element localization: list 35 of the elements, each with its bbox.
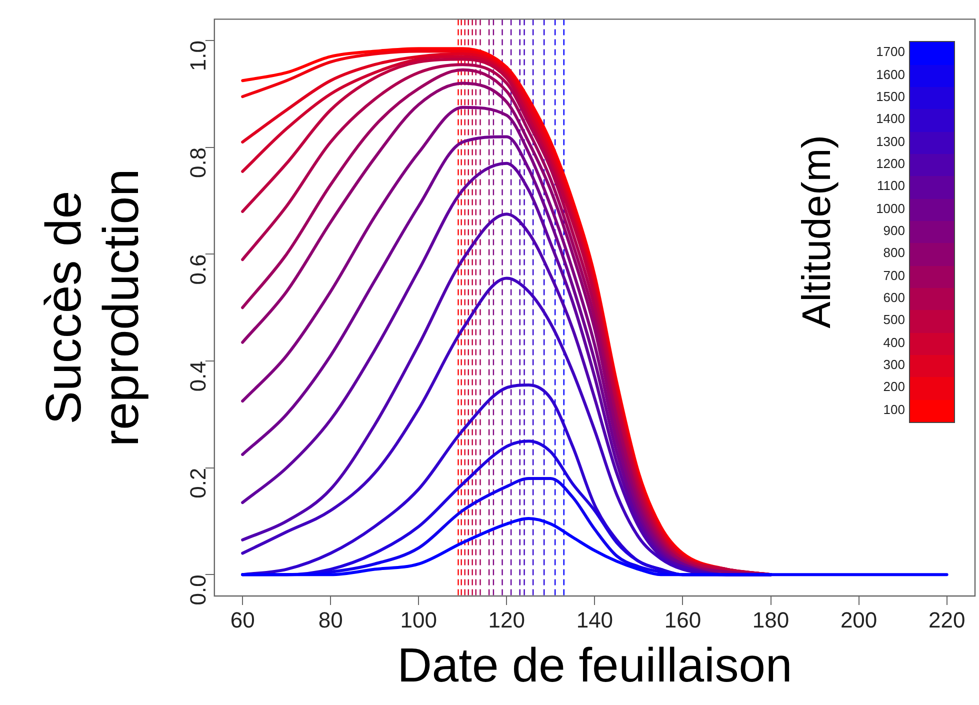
y-tick-label: 0.2	[185, 468, 210, 498]
legend-label: 1300	[875, 132, 905, 151]
legend-title: Altitude(m)	[794, 135, 840, 329]
legend-label: 1500	[875, 88, 905, 106]
x-tick-label: 220	[928, 607, 966, 632]
x-tick-label: 200	[840, 607, 878, 632]
legend-label: 1200	[875, 154, 905, 173]
legend-label: 1400	[875, 110, 905, 128]
y-tick-label: 0.0	[185, 574, 210, 606]
legend-label: 200	[882, 378, 905, 396]
y-tick-label: 1.0	[185, 40, 210, 72]
x-tick-label: 100	[400, 607, 437, 632]
x-tick-label: 120	[488, 607, 526, 632]
legend-label: 1700	[875, 43, 905, 62]
x-axis-title: Date de feuillaison	[397, 639, 792, 692]
legend-label: 1000	[875, 200, 905, 218]
y-axis-title: Succès de reproduction	[36, 168, 150, 447]
legend-label: 600	[882, 288, 905, 307]
legend-label: 100	[882, 400, 905, 419]
y-tick-label: 0.4	[185, 361, 210, 392]
x-tick-label: 60	[230, 607, 255, 632]
x-tick-label: 140	[576, 607, 614, 632]
legend-label: 800	[882, 244, 905, 262]
y-tick-label: 0.6	[185, 254, 210, 285]
legend-label: 400	[882, 334, 905, 352]
x-tick-label: 80	[318, 607, 343, 632]
legend-label: 300	[882, 356, 905, 374]
x-tick-label: 160	[664, 607, 702, 632]
legend-label: 700	[882, 266, 905, 285]
x-tick-label: 180	[752, 607, 790, 632]
legend-label: 500	[882, 311, 905, 330]
legend-label: 1600	[875, 66, 905, 84]
y-tick-label: 0.8	[185, 147, 210, 178]
legend-label: 900	[882, 222, 905, 240]
legend-label: 1100	[876, 177, 905, 196]
